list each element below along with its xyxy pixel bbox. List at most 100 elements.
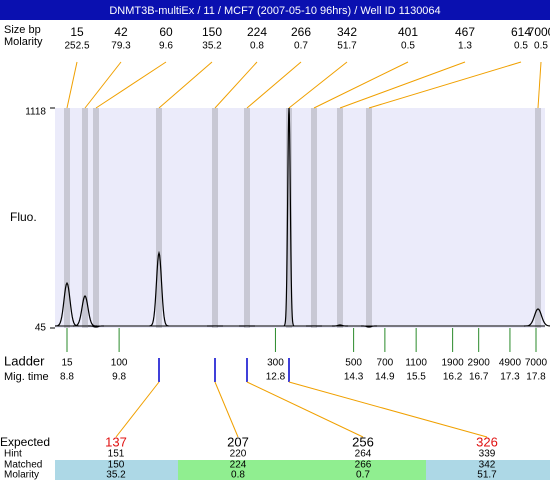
peak <box>361 325 377 328</box>
connector <box>288 61 348 109</box>
peak <box>148 250 170 327</box>
peak <box>54 281 80 327</box>
peak <box>283 107 295 327</box>
matched: 150 <box>108 460 125 471</box>
cell-bg <box>178 460 426 480</box>
peak-molarity: 51.7 <box>337 41 357 52</box>
peak-molarity: 0.5 <box>514 41 528 52</box>
ladder-size: 1100 <box>405 358 427 369</box>
row-label: Molarity <box>4 470 39 480</box>
peak-size: 7000 <box>528 25 550 39</box>
peak-size: 266 <box>291 25 311 39</box>
peak-size: 401 <box>398 25 418 39</box>
match-molarity: 35.2 <box>106 470 126 480</box>
ladder-size: 1900 <box>441 358 464 369</box>
match-molarity: 51.7 <box>477 470 497 480</box>
connector <box>84 61 122 109</box>
peak-molarity: 0.5 <box>401 41 415 52</box>
matched: 342 <box>479 460 496 471</box>
peak-size: 467 <box>455 25 475 39</box>
row-label: Hint <box>4 449 22 460</box>
peak-band <box>337 108 343 328</box>
row-label: Expected <box>0 435 50 449</box>
peak-band <box>311 108 317 328</box>
match-molarity: 0.8 <box>231 470 245 480</box>
connector <box>95 61 167 109</box>
axis-label: Fluo. <box>10 210 37 224</box>
connector <box>246 61 302 109</box>
title-bar <box>0 0 550 20</box>
expected: 256 <box>352 434 374 449</box>
hint: 264 <box>355 449 372 460</box>
mig-time: 17.8 <box>526 372 546 383</box>
mig-time: 17.3 <box>500 372 520 383</box>
peak-band <box>82 108 88 328</box>
expected: 207 <box>227 434 249 449</box>
title: DNMT3B-multiEx / 11 / MCF7 (2007-05-10 9… <box>109 5 440 17</box>
mig-time: 12.8 <box>266 372 286 383</box>
plot-area <box>55 108 545 328</box>
connector <box>537 61 542 109</box>
peak-band <box>93 108 99 328</box>
cell-bg <box>55 460 178 480</box>
connector <box>368 61 522 109</box>
ladder-size: 15 <box>61 358 73 369</box>
peak-band <box>64 108 70 328</box>
peak <box>523 308 550 327</box>
ladder-size: 100 <box>111 358 128 369</box>
ladder-size: 700 <box>377 358 394 369</box>
ladder-size: 500 <box>345 358 362 369</box>
mig-time: 14.9 <box>375 372 395 383</box>
mig-time: 16.7 <box>469 372 489 383</box>
match-molarity: 0.7 <box>356 470 370 480</box>
row-label: Size bp <box>4 24 41 36</box>
expected: 326 <box>476 434 498 449</box>
peak-band <box>212 108 218 328</box>
peak-molarity: 0.7 <box>294 41 308 52</box>
peak-molarity: 35.2 <box>202 41 222 52</box>
connector <box>115 381 160 438</box>
mig-time: 16.2 <box>443 372 463 383</box>
ladder-size: 4900 <box>499 358 522 369</box>
peak-band <box>286 108 292 328</box>
peak-molarity: 1.3 <box>458 41 472 52</box>
matched: 224 <box>230 460 247 471</box>
mig-time: 8.8 <box>60 372 74 383</box>
peak-size: 342 <box>337 25 357 39</box>
peak-molarity: 0.8 <box>250 41 264 52</box>
peak <box>332 324 348 327</box>
peak-size: 150 <box>202 25 222 39</box>
connector <box>214 381 239 438</box>
connector <box>313 61 409 109</box>
ladder-size: 300 <box>267 358 284 369</box>
row-label: Ladder <box>4 353 45 368</box>
cell-bg <box>426 460 550 480</box>
connector <box>214 61 258 109</box>
connector <box>66 61 78 109</box>
peak-molarity: 252.5 <box>64 41 89 52</box>
mig-time: 15.5 <box>406 372 426 383</box>
connector <box>339 61 466 109</box>
hint: 151 <box>108 449 125 460</box>
connector <box>246 381 364 438</box>
peak-size: 224 <box>247 25 267 39</box>
mig-time: 14.3 <box>344 372 364 383</box>
row-label: Mig. time <box>4 371 49 383</box>
peak-size: 42 <box>114 25 128 39</box>
peak-molarity: 0.5 <box>534 41 548 52</box>
matched: 266 <box>355 460 372 471</box>
ladder-size: 7000 <box>525 358 548 369</box>
y-tick-label: 1118 <box>25 107 46 118</box>
peak-band <box>156 108 162 328</box>
peak <box>88 325 104 328</box>
peak-molarity: 79.3 <box>111 41 131 52</box>
hint: 220 <box>230 449 247 460</box>
mig-time: 9.8 <box>112 372 126 383</box>
connector <box>158 61 213 109</box>
peak-band <box>535 108 541 328</box>
row-label: Molarity <box>4 36 43 48</box>
peak-band <box>244 108 250 328</box>
peak-size: 614 <box>511 25 531 39</box>
